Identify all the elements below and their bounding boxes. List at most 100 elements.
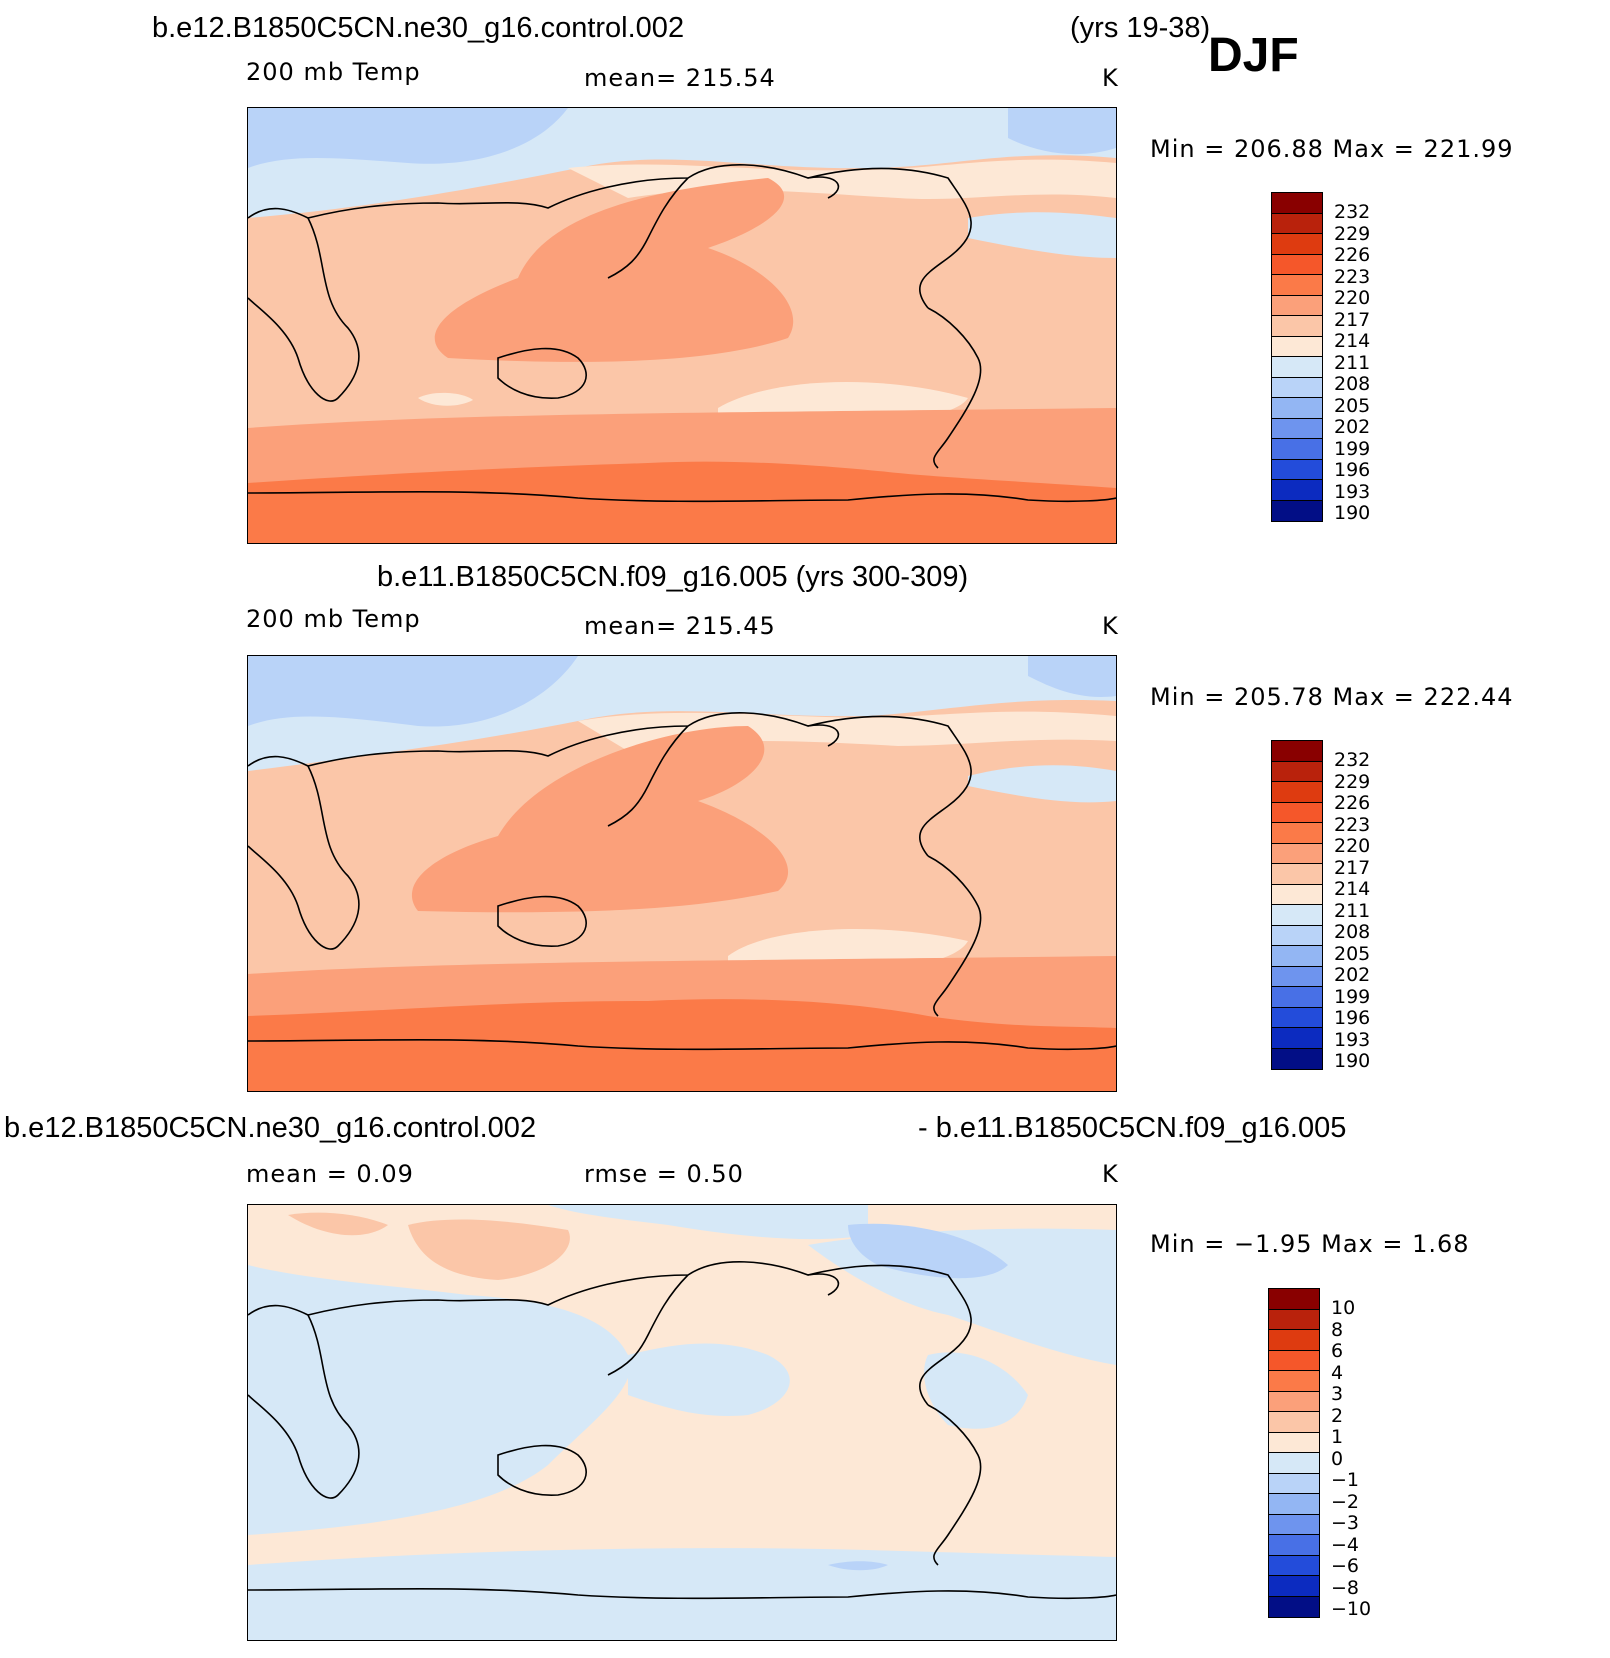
panel1-swatch: [1272, 316, 1322, 337]
panel1-units-label: K: [1102, 64, 1119, 92]
panel2-swatch: [1272, 946, 1322, 967]
panel2-swatch: [1272, 1028, 1322, 1049]
colorbar-label: 220: [1334, 835, 1371, 857]
panel2-swatch: [1272, 741, 1322, 762]
panel3-mean-label: mean = 0.09: [246, 1160, 414, 1188]
colorbar-label: 220: [1334, 287, 1371, 309]
colorbar-label: 208: [1334, 921, 1371, 943]
colorbar-label: −6: [1331, 1555, 1360, 1577]
panel3-swatch: [1269, 1309, 1319, 1330]
panel2-units-label: K: [1102, 612, 1119, 640]
colorbar-label: 6: [1331, 1340, 1344, 1362]
panel2-swatch: [1272, 823, 1322, 844]
colorbar-label: 223: [1334, 265, 1371, 288]
panel3-swatch: [1269, 1412, 1319, 1433]
colorbar-label: 226: [1334, 792, 1371, 814]
colorbar-label: −3: [1331, 1512, 1360, 1534]
panel2-title: b.e11.B1850C5CN.f09_g16.005 (yrs 300-309…: [377, 561, 969, 593]
season-label: DJF: [1208, 29, 1299, 82]
panel2-swatch: [1272, 761, 1322, 782]
colorbar-label: 196: [1334, 1007, 1371, 1029]
panel1-swatch: [1272, 254, 1322, 275]
colorbar-label: 196: [1334, 459, 1371, 481]
panel2-swatch: [1272, 884, 1322, 905]
panel1-swatch: [1272, 295, 1322, 316]
panel1-swatch: [1272, 213, 1322, 234]
colorbar-label: 190: [1334, 502, 1371, 524]
panel2-swatch: [1272, 864, 1322, 885]
panel3-swatch: [1269, 1535, 1319, 1556]
colorbar-label: 226: [1334, 244, 1371, 266]
panel3-swatch: [1269, 1576, 1319, 1597]
colorbar-label: −2: [1331, 1490, 1360, 1513]
colorbar-label: 8: [1331, 1318, 1344, 1341]
colorbar-label: 193: [1334, 480, 1371, 503]
panel1-swatch: [1272, 418, 1322, 439]
colorbar-label: 217: [1334, 308, 1371, 331]
panel1-minmax-label: Min = 206.88 Max = 221.99: [1150, 135, 1514, 163]
panel3-swatch: [1269, 1494, 1319, 1515]
colorbar-label: 10: [1331, 1297, 1356, 1319]
colorbar-label: 205: [1334, 942, 1371, 965]
panel1-swatch: [1272, 398, 1322, 419]
colorbar-label: 2: [1331, 1404, 1344, 1427]
panel1-swatch: [1272, 336, 1322, 357]
panel3-swatch: [1269, 1391, 1319, 1412]
panel3-swatch: [1269, 1350, 1319, 1371]
panel3-rmse-label: rmse = 0.50: [584, 1160, 744, 1188]
panel3-map: [247, 1204, 1117, 1641]
colorbar-label: 0: [1331, 1447, 1344, 1470]
panel3-colorbar: [1268, 1288, 1320, 1618]
colorbar-label: −8: [1331, 1576, 1360, 1599]
panel3-swatch: [1269, 1514, 1319, 1535]
panel2-swatch: [1272, 802, 1322, 823]
panel2-swatch: [1272, 925, 1322, 946]
colorbar-label: 232: [1334, 201, 1371, 223]
panel2-swatch: [1272, 905, 1322, 926]
colorbar-label: 3: [1331, 1383, 1344, 1405]
panel3-swatch: [1269, 1330, 1319, 1351]
panel3-swatch: [1269, 1289, 1319, 1310]
panel3-swatch: [1269, 1555, 1319, 1576]
panel1-swatch: [1272, 500, 1322, 521]
colorbar-label: 217: [1334, 856, 1371, 879]
panel3-colorbar-labels: 10 8 6 4 3 2 1 0 −1 −2 −3 −4 −6 −8 −10: [1331, 1297, 1372, 1621]
colorbar-label: 211: [1334, 899, 1371, 922]
panel3-swatch: [1269, 1596, 1319, 1617]
panel1-map: [247, 107, 1117, 544]
panel1-mean-label: mean= 215.54: [584, 64, 776, 92]
colorbar-label: 223: [1334, 813, 1371, 836]
panel2-swatch: [1272, 782, 1322, 803]
colorbar-label: −4: [1331, 1533, 1360, 1556]
colorbar-label: 214: [1334, 330, 1371, 352]
colorbar-label: 4: [1331, 1361, 1344, 1384]
panel1-title-left: b.e12.B1850C5CN.ne30_g16.control.002: [152, 12, 685, 44]
panel2-swatch: [1272, 987, 1322, 1008]
panel2-swatch: [1272, 843, 1322, 864]
colorbar-label: 232: [1334, 749, 1371, 771]
colorbar-label: 229: [1334, 770, 1371, 793]
panel1-swatch: [1272, 439, 1322, 460]
colorbar-label: −10: [1331, 1598, 1372, 1620]
panel1-swatch: [1272, 377, 1322, 398]
panel2-swatch: [1272, 1048, 1322, 1069]
panel1-swatch: [1272, 275, 1322, 296]
colorbar-label: 190: [1334, 1050, 1371, 1072]
panel2-minmax-label: Min = 205.78 Max = 222.44: [1150, 683, 1514, 711]
panel2-swatch: [1272, 1007, 1322, 1028]
panel1-colorbar: [1271, 192, 1323, 522]
panel3-minmax-label: Min = −1.95 Max = 1.68: [1150, 1230, 1470, 1258]
colorbar-label: 199: [1334, 437, 1371, 460]
panel3-swatch: [1269, 1371, 1319, 1392]
panel1-swatch: [1272, 459, 1322, 480]
colorbar-label: 214: [1334, 878, 1371, 900]
panel1-swatch: [1272, 357, 1322, 378]
panel1-field-label: 200 mb Temp: [246, 58, 421, 86]
panel3-title-right: - b.e11.B1850C5CN.f09_g16.005: [918, 1112, 1347, 1144]
colorbar-label: 205: [1334, 394, 1371, 417]
panel1-swatch: [1272, 234, 1322, 255]
panel2-map: [247, 655, 1117, 1092]
panel2-mean-label: mean= 215.45: [584, 612, 776, 640]
panel3-swatch: [1269, 1453, 1319, 1474]
panel2-colorbar-labels: 232 229 226 223 220 217 214 211 208 205 …: [1334, 749, 1371, 1073]
